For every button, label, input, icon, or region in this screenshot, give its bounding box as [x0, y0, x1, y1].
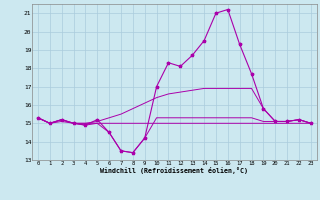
X-axis label: Windchill (Refroidissement éolien,°C): Windchill (Refroidissement éolien,°C)	[100, 167, 248, 174]
